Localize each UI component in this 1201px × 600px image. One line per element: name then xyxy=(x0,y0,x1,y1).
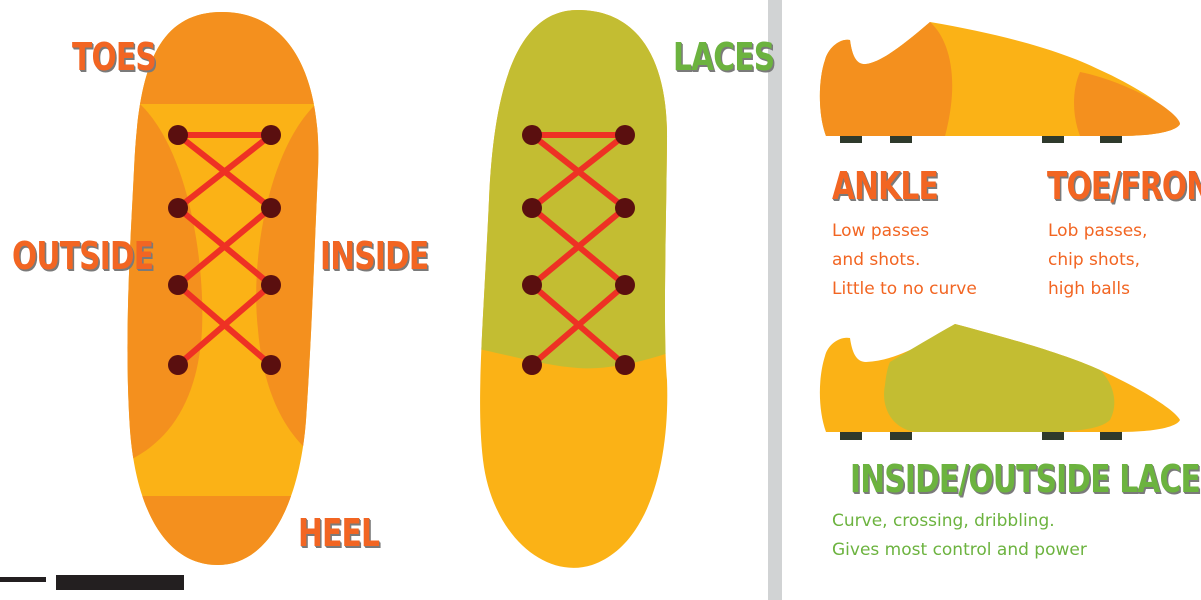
side-boot-top xyxy=(819,22,1180,143)
shoe2-laces xyxy=(529,132,628,368)
inside-zone xyxy=(256,104,319,460)
heel-label: HEEL xyxy=(298,511,380,555)
laces-zone xyxy=(480,10,668,369)
inside-outside-laces-line-2: Gives most control and power xyxy=(832,540,1087,560)
toe-front-line-1: Lob passes, xyxy=(1048,221,1148,241)
ankle-line-1: Low passes xyxy=(832,221,930,241)
ankle-description: Low passes and shots. Little to no curve xyxy=(832,217,977,304)
inside-outside-laces-description: Curve, crossing, dribbling. Gives most c… xyxy=(832,507,1087,565)
toe-front-title: TOE/FRONT xyxy=(1047,164,1201,208)
ankle-line-2: and shots. xyxy=(832,250,921,270)
toe-front-line-3: high balls xyxy=(1048,279,1130,299)
boot2-laces-zone xyxy=(884,324,1115,432)
outside-label: OUTSIDE xyxy=(12,234,154,278)
toe-front-line-2: chip shots, xyxy=(1048,250,1140,270)
boot1-toe-zone xyxy=(1074,72,1180,136)
laces-zones xyxy=(480,10,668,568)
ankle-line-3: Little to no curve xyxy=(832,279,977,299)
toe-front-description: Lob passes, chip shots, high balls xyxy=(1048,217,1147,304)
ankle-title: ANKLE xyxy=(832,164,939,208)
side-boot-bottom xyxy=(819,324,1180,440)
footer-bar-small xyxy=(0,577,46,582)
footer-bar-large xyxy=(56,575,184,590)
inside-outside-laces-line-1: Curve, crossing, dribbling. xyxy=(832,511,1055,531)
shoe2-eyelets xyxy=(522,125,635,375)
shoe1-laces xyxy=(175,132,274,368)
laces-label: LACES xyxy=(673,35,775,79)
inside-label: INSIDE xyxy=(320,234,429,278)
sole-zones xyxy=(127,12,319,565)
shoe1-eyelets xyxy=(168,125,281,375)
toes-label: TOES xyxy=(72,35,157,79)
boot1-ankle-zone xyxy=(819,22,953,136)
inside-outside-laces-title: INSIDE/OUTSIDE LACES xyxy=(850,457,1201,501)
divider xyxy=(768,0,782,600)
